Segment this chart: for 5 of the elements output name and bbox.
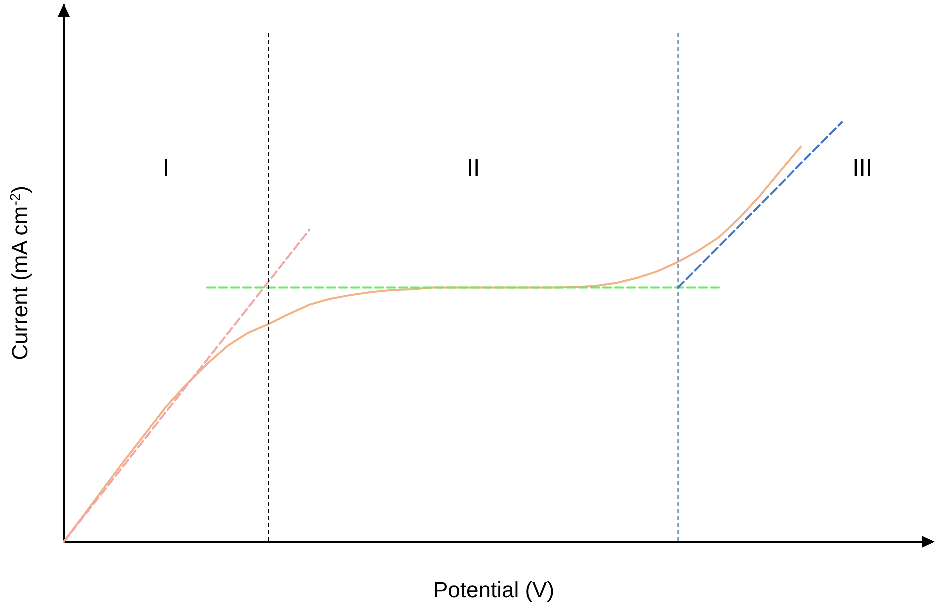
- y-axis-title: Current (mA cm-2): [7, 186, 32, 360]
- annotation: II: [466, 155, 480, 182]
- annotation: III: [852, 155, 873, 182]
- x-axis-title: Potential (V): [433, 578, 555, 602]
- annotation: I: [163, 155, 170, 182]
